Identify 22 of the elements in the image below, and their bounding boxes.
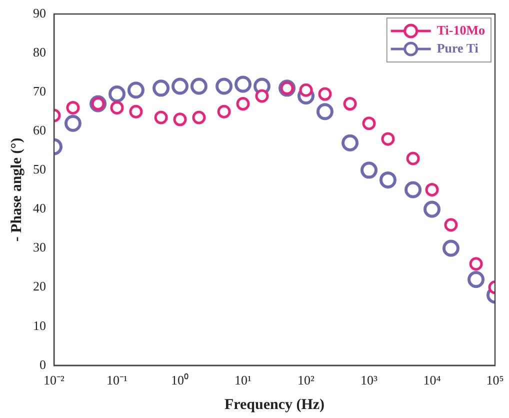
- y-tick-label: 90: [33, 5, 46, 20]
- y-axis-title: - Phase angle (°): [8, 138, 25, 242]
- y-tick-label: 50: [33, 162, 46, 177]
- x-tick-label: 10⁴: [423, 372, 442, 388]
- y-tick-label: 70: [33, 84, 46, 99]
- y-tick-label: 80: [33, 44, 46, 60]
- x-tick-label: 10³: [360, 372, 378, 388]
- x-tick-label: 10⁻²: [44, 372, 65, 388]
- legend-label: Ti-10Mo: [436, 22, 486, 38]
- y-tick-label: 20: [33, 278, 46, 294]
- x-axis-title: Frequency (Hz): [224, 396, 325, 413]
- y-tick-label: 30: [33, 240, 46, 255]
- legend-label: Pure Ti: [436, 40, 479, 56]
- y-tick-label: 40: [33, 200, 46, 216]
- x-tick-label: 10⁵: [486, 372, 504, 388]
- y-tick-label: 10: [33, 318, 46, 333]
- y-tick-label: 60: [33, 122, 46, 138]
- y-tick-label: 0: [40, 356, 46, 372]
- x-tick-label: 10¹: [234, 372, 252, 388]
- x-tick-label: 10⁰: [171, 372, 189, 388]
- x-tick-label: 10²: [298, 372, 315, 388]
- x-tick-label: 10⁻¹: [106, 372, 128, 388]
